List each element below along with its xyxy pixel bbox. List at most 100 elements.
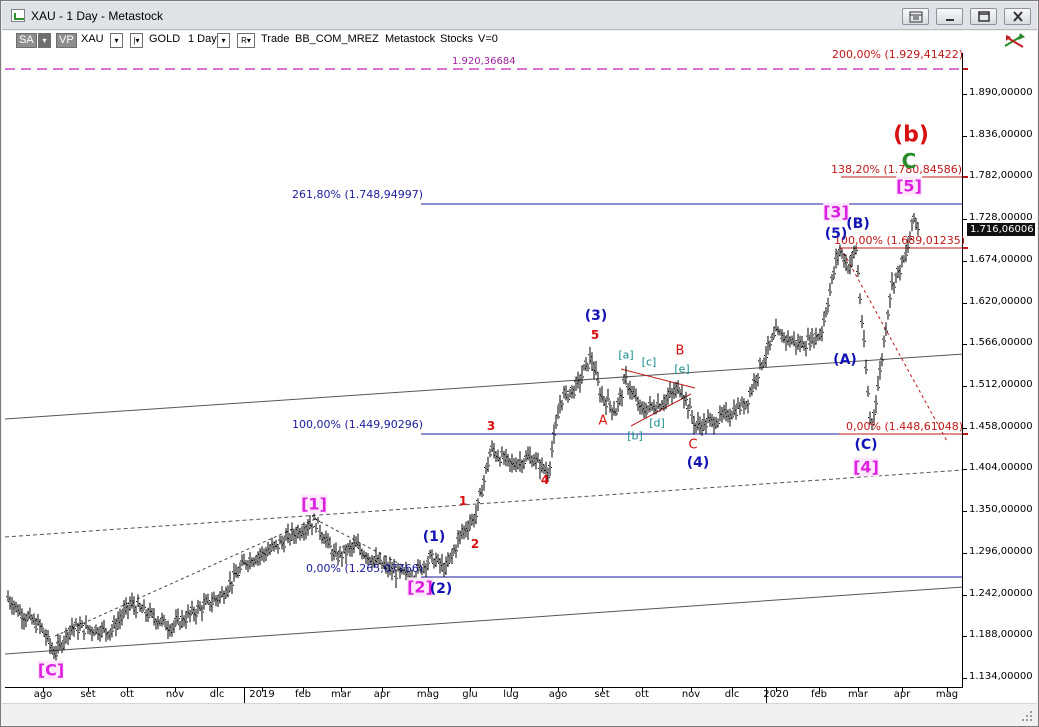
price-bar: [430, 549, 434, 563]
price-bar: [344, 544, 348, 565]
x-tick-label: 2019: [249, 689, 275, 700]
sa-dropdown-button[interactable]: ▾: [38, 33, 51, 48]
sa-button[interactable]: SA: [16, 33, 37, 48]
price-bar: [600, 385, 604, 403]
price-bar: [74, 618, 78, 627]
vp-button[interactable]: VP: [56, 33, 77, 48]
wave-label-1-bracket: [1]: [301, 494, 327, 514]
y-tick-label: 1.188,00000: [969, 629, 1033, 641]
x-tick: [691, 688, 692, 692]
price-bar: [798, 335, 802, 353]
minimize-button[interactable]: [936, 8, 963, 25]
x-tick: [428, 688, 429, 692]
symbol-label: XAU: [81, 33, 104, 45]
price-bar: [770, 333, 774, 342]
price-bar: [208, 601, 212, 612]
period-dropdown-button[interactable]: ▾: [217, 33, 230, 48]
price-bar: [834, 248, 838, 269]
price-bar: [118, 608, 122, 630]
price-bar: [218, 591, 222, 604]
price-bar: [588, 346, 592, 365]
wave-label-5-bracket: [5]: [896, 176, 922, 196]
wave-label-4-paren: (4): [686, 455, 710, 471]
price-bar: [290, 522, 294, 541]
upper-trendline: [5, 353, 962, 420]
year-separator: [766, 688, 767, 703]
price-bar: [512, 458, 516, 471]
price-bar: [700, 420, 704, 436]
price-bar: [724, 401, 728, 422]
price-bar: [322, 533, 326, 545]
price-bar: [216, 594, 220, 608]
price-bar: [590, 352, 594, 371]
x-tick: [303, 688, 304, 692]
price-bar: [888, 293, 892, 309]
x-tick-label: mag: [935, 689, 959, 700]
price-bar: [872, 409, 876, 424]
minimize-icon: [946, 19, 954, 21]
symbol-dropdown-button[interactable]: ▾: [110, 33, 123, 48]
price-bar: [58, 634, 62, 651]
wave-label-1-minor: 1: [458, 494, 468, 508]
price-axis[interactable]: 1.890,00000 1.836,00000 1.782,00000 1.728,0…: [963, 53, 1037, 687]
date-axis[interactable]: ago set ott nov dic 2019 feb mar apr mag giu lug ago…: [5, 687, 963, 703]
price-bar: [260, 546, 264, 561]
price-bar: [224, 586, 228, 599]
price-bar: [902, 254, 906, 263]
security-dropdown-button[interactable]: |▾: [130, 33, 143, 48]
price-bar: [240, 554, 244, 567]
horizontal-scrollbar[interactable]: [2, 703, 1037, 725]
wave-label-d-triangle: [d]: [649, 416, 665, 430]
fib-2618-label: 261,80% (1.748,94997): [292, 188, 424, 201]
price-bar: [480, 484, 484, 498]
price-bar: [184, 610, 188, 629]
window-layout-icon: [909, 11, 923, 23]
x-tick-label: ott: [635, 689, 649, 700]
price-bar: [60, 641, 64, 654]
price-bar: [574, 376, 578, 392]
price-bar: [238, 562, 242, 574]
price-bar: [566, 393, 570, 403]
price-bar: [116, 611, 120, 630]
resize-grip-icon[interactable]: [1021, 710, 1033, 722]
price-bar: [718, 405, 722, 422]
x-tick: [382, 688, 383, 692]
fib-0-label: 0,00% (1.265,07766): [306, 562, 424, 575]
restore-layout-button[interactable]: [902, 8, 929, 25]
window-title: XAU - 1 Day - Metastock: [31, 9, 164, 23]
price-bar: [100, 621, 104, 638]
close-button[interactable]: [1004, 8, 1031, 25]
y-tick-label: 1.890,00000: [969, 87, 1033, 98]
price-bar: [536, 452, 540, 463]
maximize-button[interactable]: [970, 8, 997, 25]
price-bar: [630, 385, 634, 400]
price-bar: [146, 607, 150, 623]
price-bar: [50, 642, 54, 654]
price-bar: [894, 272, 898, 284]
price-bar: [178, 620, 182, 630]
price-plot[interactable]: [5, 53, 963, 687]
wave-label-A-paren: (A): [833, 352, 857, 368]
x-tick-label: nov: [165, 689, 185, 700]
trade-arrows-icon[interactable]: [1002, 31, 1028, 48]
price-bar: [120, 609, 124, 626]
price-bar: [34, 617, 38, 634]
price-bar: [152, 608, 156, 626]
price-bar: [326, 533, 330, 549]
wave-label-5-minor: 5: [590, 328, 600, 342]
price-bar: [196, 599, 200, 615]
price-bar: [790, 335, 794, 345]
price-bar: [222, 590, 226, 604]
x-tick-label: ago: [548, 689, 568, 700]
price-bar: [228, 571, 232, 592]
price-bar: [468, 514, 472, 531]
price-bar: [548, 461, 552, 477]
connector-b-red: [840, 247, 948, 442]
x-tick: [642, 688, 643, 692]
price-bar: [690, 410, 694, 424]
r-dropdown-button[interactable]: R▾: [237, 33, 255, 48]
price-bar: [904, 244, 908, 262]
price-bar: [886, 309, 890, 320]
y-tick: [963, 386, 967, 387]
